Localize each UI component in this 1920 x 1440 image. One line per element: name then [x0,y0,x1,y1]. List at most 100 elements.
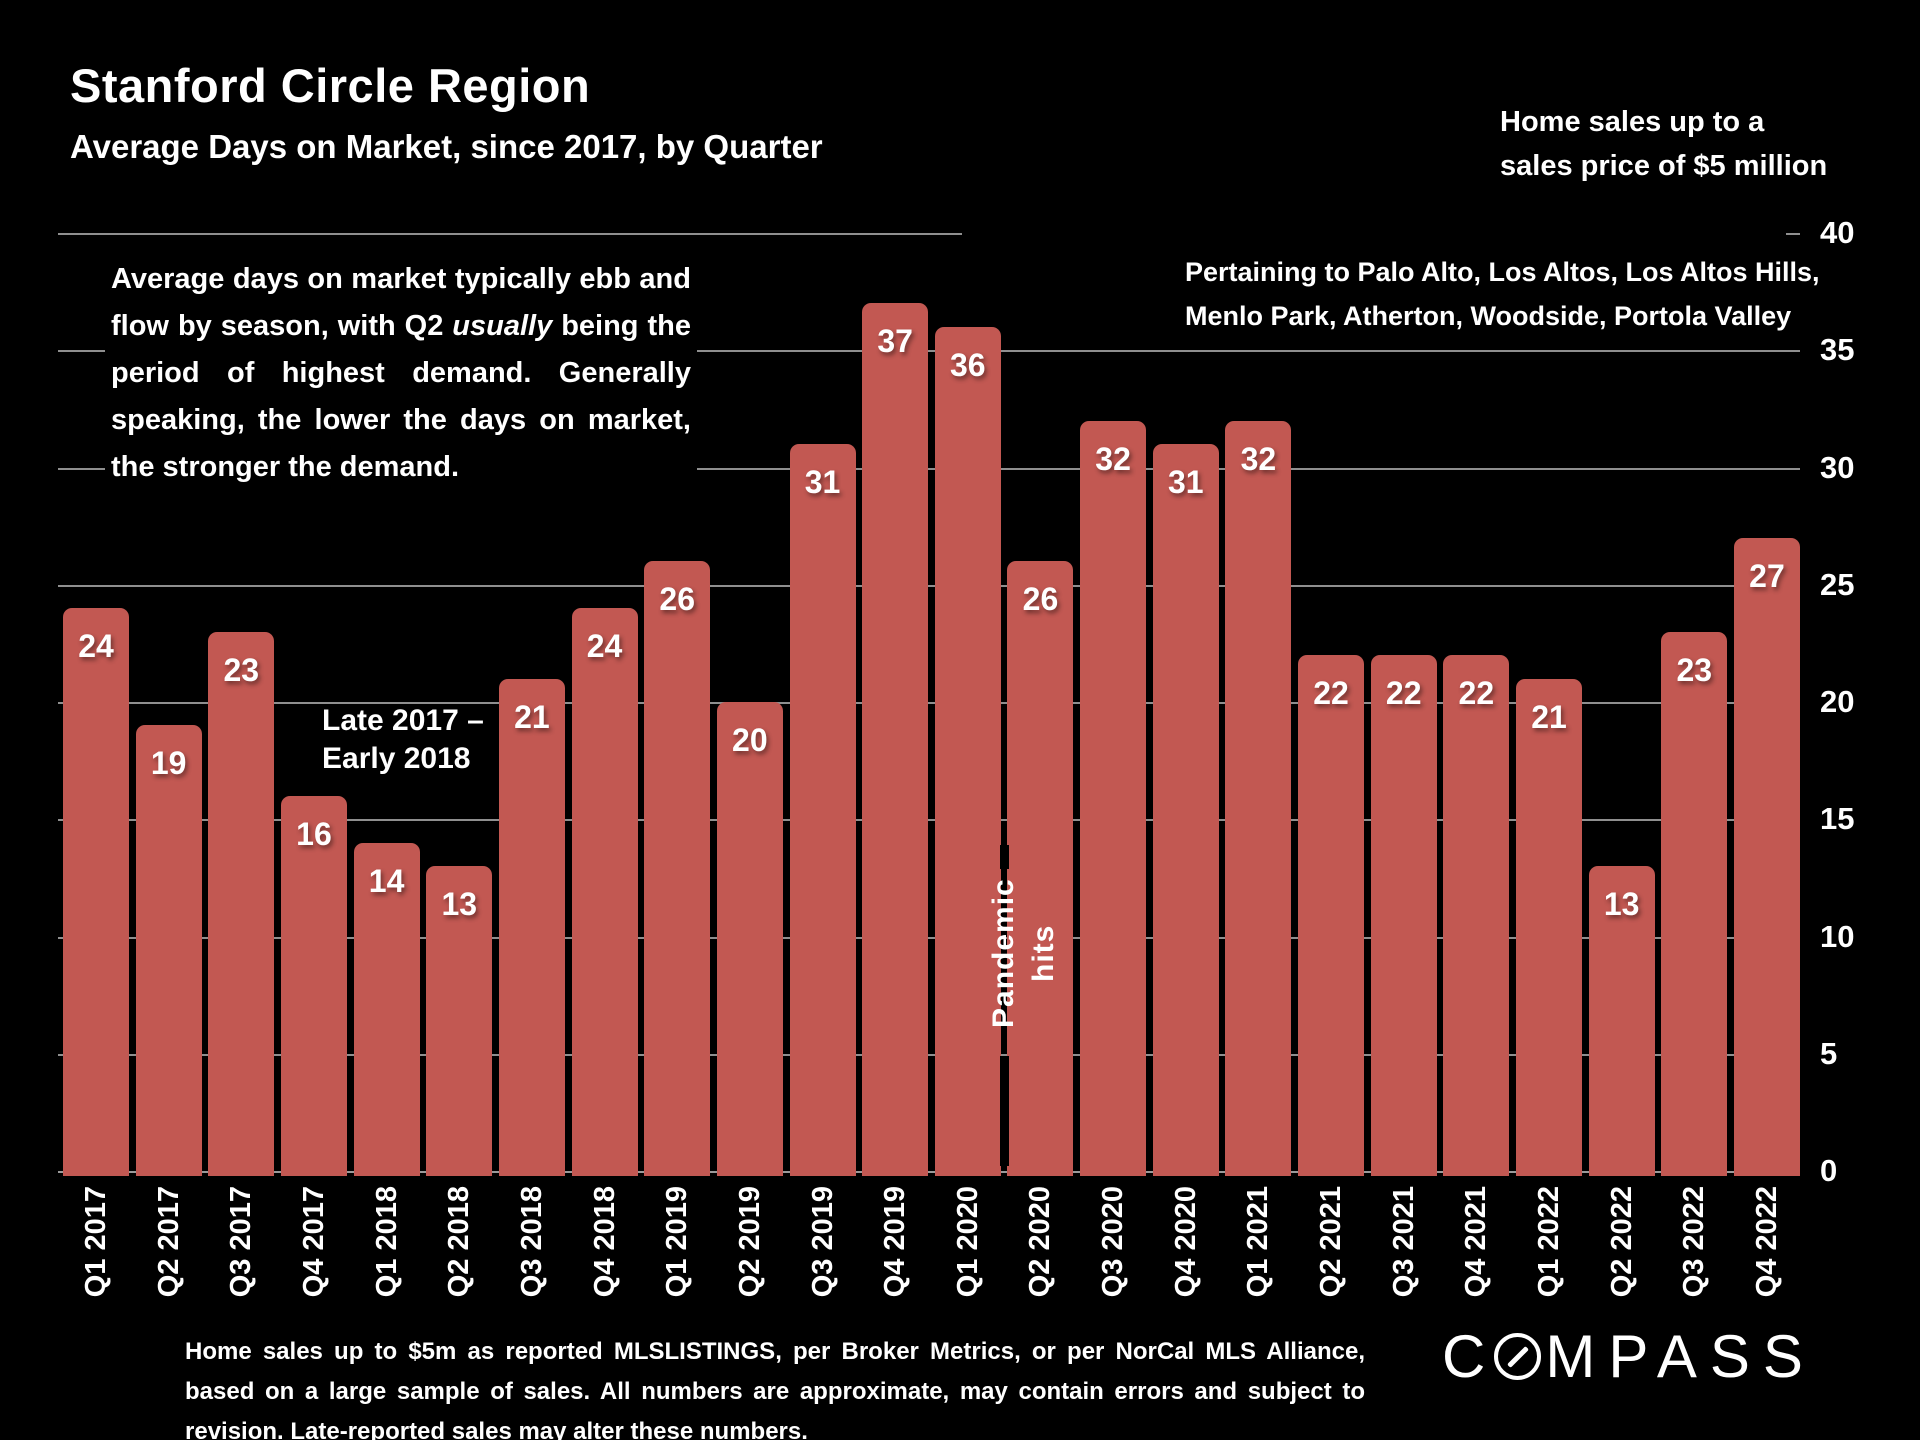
compass-logo: C MPASS [1442,1322,1816,1391]
bar: 22 [1370,655,1437,1176]
bar: 32 [1225,420,1292,1176]
bar: 24 [63,608,129,1176]
page-subtitle: Average Days on Market, since 2017, by Q… [70,128,823,165]
gridline-10 [58,936,1800,939]
commentary-paragraph: Average days on market typically ebb and… [105,252,697,495]
bar-value-label: 22 [1385,675,1422,712]
bar-value-label: 13 [441,886,478,923]
bar-value-label: 31 [1167,464,1204,501]
y-tick-label: 15 [1820,801,1855,837]
gridline-25 [58,584,1800,587]
source-disclaimer: Home sales up to $5m as reported MLSLIST… [185,1332,1365,1440]
x-tick-label: Q1 2019 [661,1186,694,1298]
x-tick-label: Q2 2020 [1024,1186,1057,1298]
bar: 31 [1152,444,1219,1176]
bar: 22 [1298,655,1365,1176]
bar-value-label: 32 [1095,440,1131,477]
x-tick-label: Q1 2020 [951,1186,984,1298]
compass-logo-text-pre: C [1442,1323,1499,1390]
x-tick-label: Q3 2019 [806,1186,839,1298]
bar: 14 [353,842,420,1176]
gridline-20 [58,702,1800,704]
y-tick-label: 40 [1820,215,1855,250]
x-tick-label: Q1 2021 [1242,1186,1275,1298]
gridline-35 [58,350,1800,353]
bar: 23 [208,631,275,1176]
bar-value-label: 13 [1603,886,1640,923]
bar: 32 [1080,420,1147,1176]
y-tick-label: 25 [1820,566,1855,602]
source-disclaimer-line2: based on a large sample of sales. All nu… [185,1378,1365,1405]
bar-value-label: 26 [1022,581,1059,618]
commentary-text-italic: usually [452,310,553,342]
x-tick-label: Q1 2017 [80,1186,112,1298]
region-scope-note: Pertaining to Palo Alto, Los Altos, Los … [1185,250,1820,338]
bar: 23 [1661,631,1728,1176]
bar-value-label: 32 [1240,440,1277,477]
gridline-40 [58,233,962,235]
x-tick-label: Q2 2018 [443,1186,476,1298]
bar-value-label: 16 [296,815,332,852]
price-scope-note-line2: sales price of $5 million [1500,150,1828,182]
y-tick-label: 10 [1820,918,1855,954]
page-title: Stanford Circle Region [70,59,591,112]
y-tick-label: 0 [1820,1153,1838,1188]
compass-o-icon [1494,1333,1542,1380]
bar-value-label: 26 [659,581,695,618]
bar-value-label: 36 [950,346,986,383]
x-tick-label: Q3 2018 [515,1186,548,1298]
y-tick-label: 30 [1820,449,1855,485]
bar: 19 [135,725,202,1176]
bar-value-label: 24 [78,628,114,665]
bar-value-label: 31 [804,464,841,501]
region-scope-note-line2: Menlo Park, Atherton, Woodside, Portola … [1185,301,1792,331]
x-tick-label: Q4 2017 [297,1186,330,1298]
source-disclaimer-line3: revision. Late-reported sales may alter … [185,1418,808,1440]
bar: 26 [1007,561,1074,1176]
x-tick-label: Q3 2020 [1097,1186,1130,1298]
bar: 22 [1443,655,1510,1176]
commentary-text-post: being the period of highest demand. Gene… [111,310,691,483]
y-tick-label: 20 [1820,684,1855,719]
x-axis-line [58,1171,1800,1173]
gridline-15 [58,819,1800,822]
gridline-40-tick [1786,233,1800,235]
price-scope-note: Home sales up to a sales price of $5 mil… [1500,100,1827,188]
bar-value-label: 23 [223,651,260,688]
bar: 26 [644,561,711,1176]
y-tick-label: 35 [1820,332,1855,368]
x-tick-label: Q4 2019 [879,1186,912,1298]
x-tick-label: Q3 2021 [1387,1186,1420,1298]
y-tick-label: 5 [1820,1035,1838,1071]
bar-value-label: 19 [150,745,187,782]
bar-value-label: 21 [1531,698,1567,735]
bar: 21 [498,678,565,1176]
bar: 13 [426,866,493,1176]
bar: 13 [1588,866,1655,1176]
late-2017-annotation-line2: Early 2018 [322,742,471,775]
late-2017-annotation-line1: Late 2017 – [322,704,484,737]
bar: 37 [862,303,929,1176]
x-tick-label: Q2 2017 [152,1186,185,1298]
x-tick-label: Q3 2017 [225,1186,258,1298]
bar-value-label: 22 [1313,675,1349,712]
bar-value-label: 27 [1749,557,1785,594]
bar: 24 [571,608,638,1176]
pandemic-marker-line-bottom [1000,1056,1009,1166]
bar-value-label: 23 [1676,651,1713,688]
bar-value-label: 20 [732,722,768,758]
price-scope-note-line1: Home sales up to a [1500,106,1765,138]
bar: 16 [280,795,347,1176]
bar: 31 [789,444,856,1176]
x-tick-label: Q4 2018 [588,1186,621,1298]
pandemic-marker-line-top [1000,845,1009,869]
x-tick-label: Q2 2021 [1315,1186,1348,1298]
gridline-5 [58,1053,1800,1056]
bar: 27 [1733,537,1800,1176]
bar: 21 [1516,678,1582,1176]
bar-value-label: 37 [877,323,913,360]
commentary-text-pre: Average days on market typically ebb and… [111,263,691,342]
compass-needle-icon [1506,1345,1529,1368]
bar-value-label: 14 [368,862,405,899]
